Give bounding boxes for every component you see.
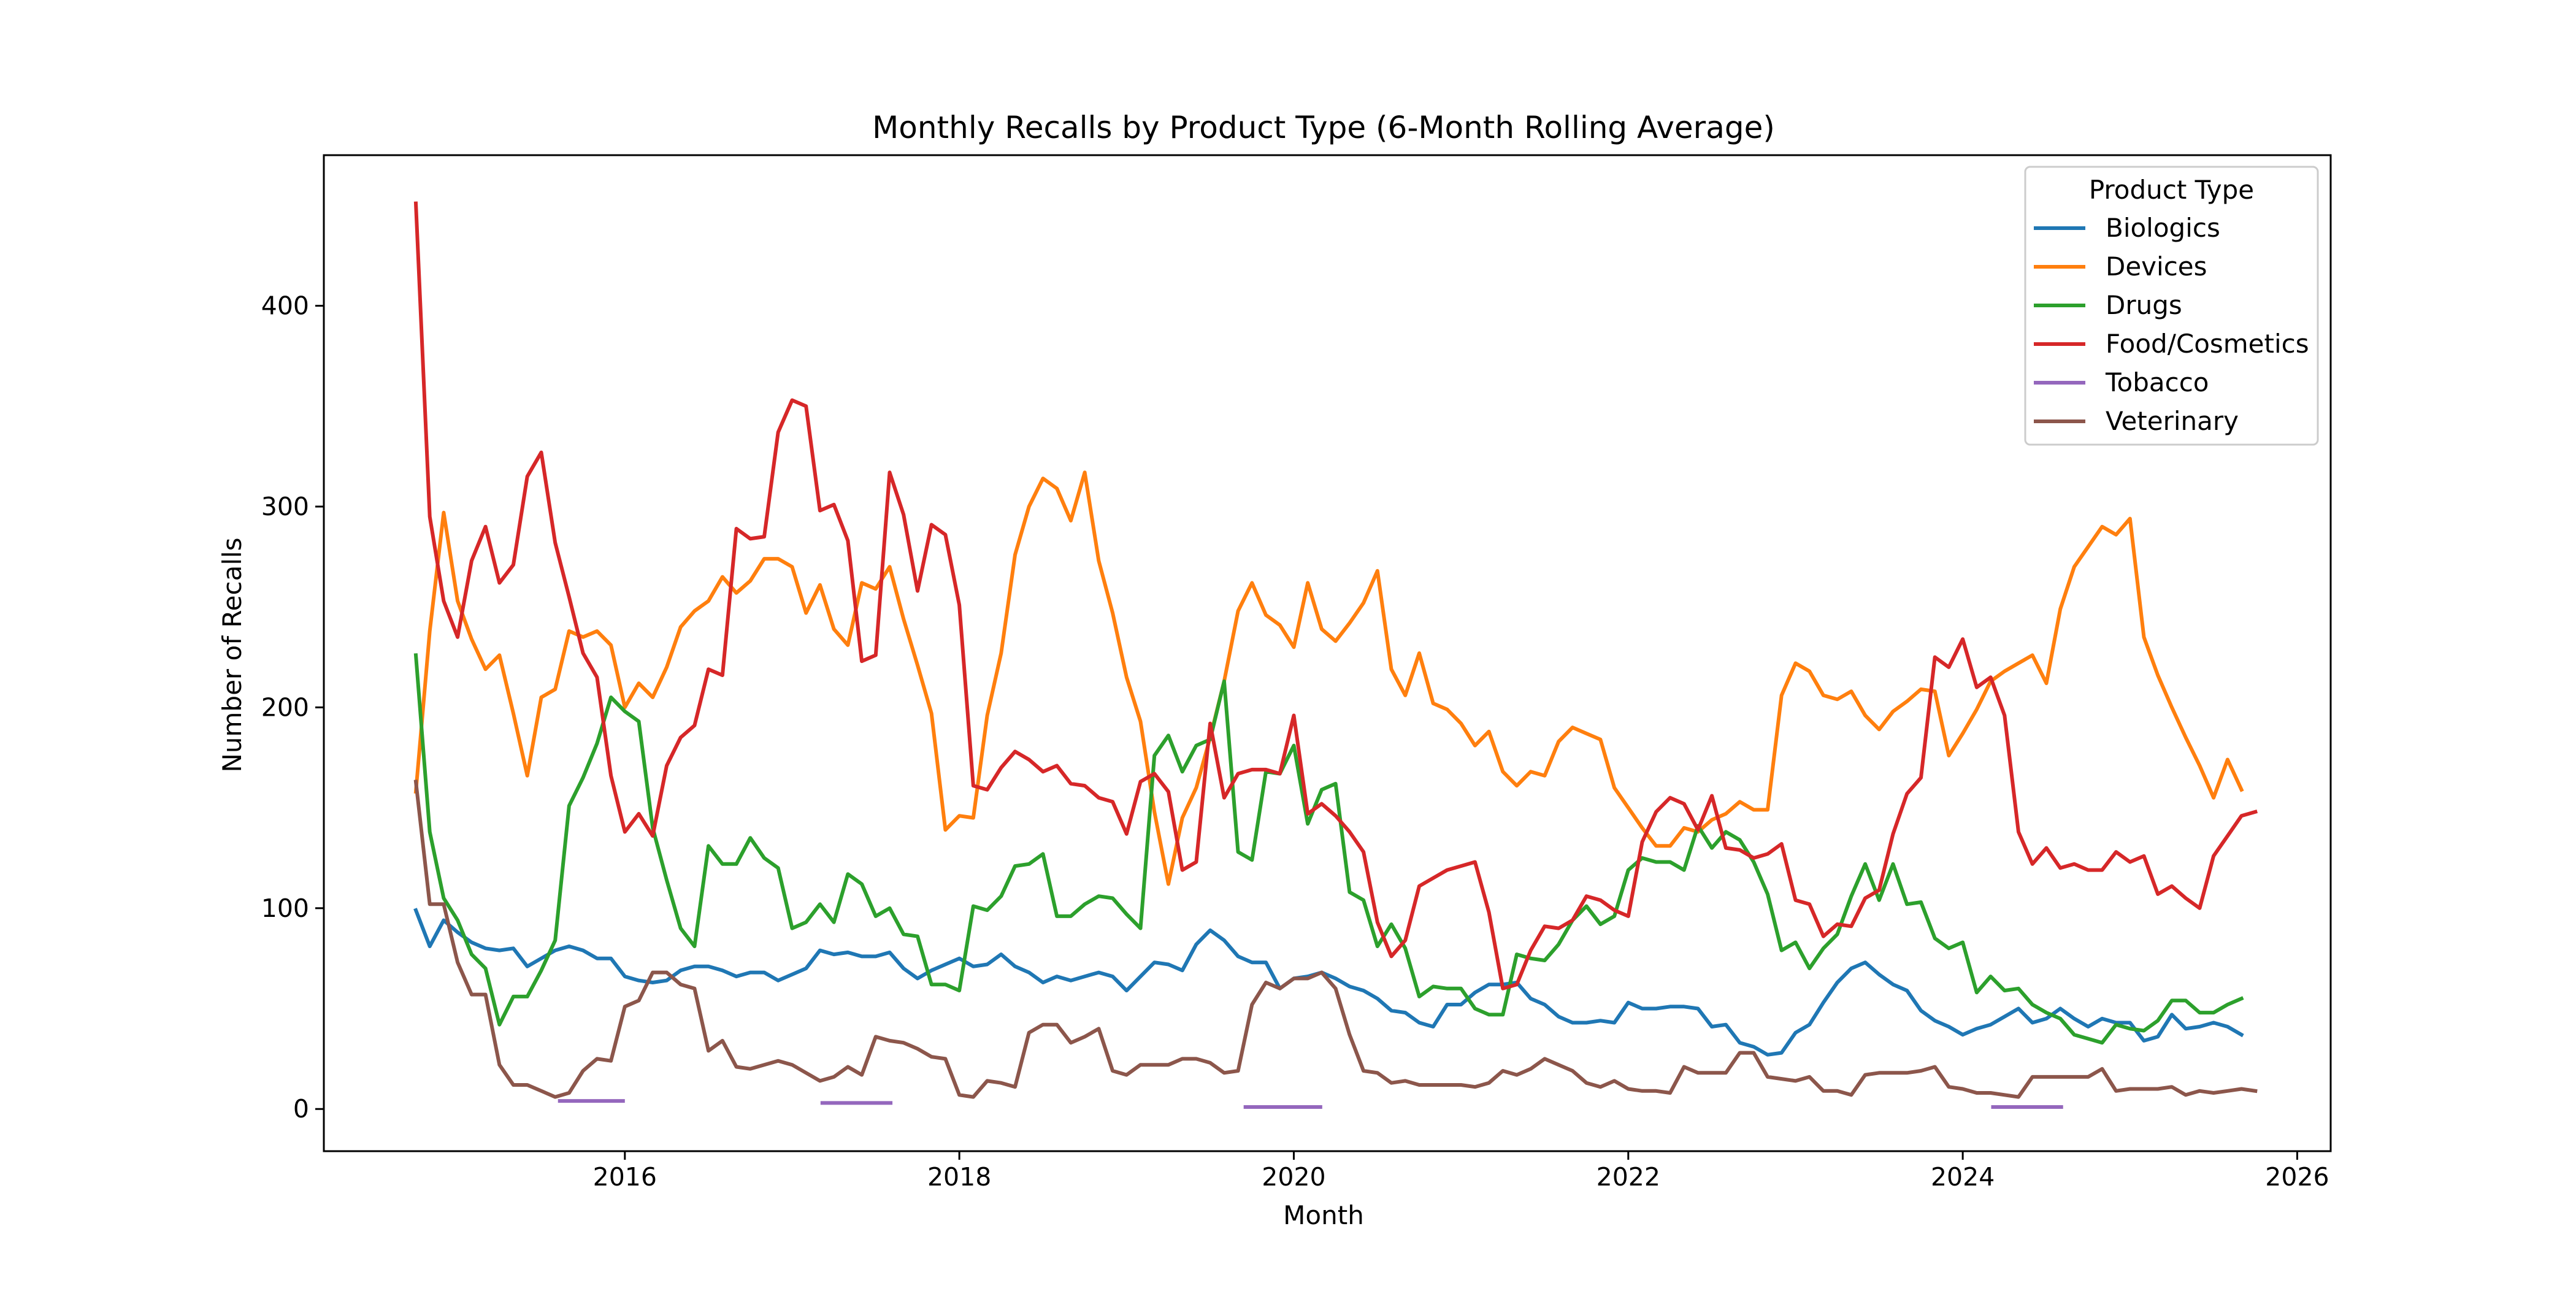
x-axis-label: Month: [1283, 1200, 1364, 1230]
x-tick-label: 2020: [1262, 1162, 1325, 1192]
series-line-devices: [413, 470, 2244, 886]
legend-label-drugs: Drugs: [2106, 290, 2182, 320]
series-line-biologics: [413, 908, 2244, 1057]
y-tick-label: 300: [261, 492, 309, 521]
legend-label-tobacco: Tobacco: [2105, 367, 2209, 397]
chart-title: Monthly Recalls by Product Type (6-Month…: [872, 110, 1775, 145]
legend-label-devices: Devices: [2106, 251, 2207, 282]
legend-box: [2024, 166, 2319, 446]
legend-label-veterinary: Veterinary: [2106, 406, 2239, 436]
y-tick-label: 100: [261, 894, 309, 923]
axes: 2016 2018 2020 2022 2024 2026 0 100 200 300 400: [261, 154, 2332, 1192]
x-tick-label: 2016: [593, 1162, 657, 1192]
x-tick-label: 2022: [1597, 1162, 1660, 1192]
legend-title: Product Type: [2089, 175, 2254, 205]
y-tick-label: 200: [261, 692, 309, 722]
legend-label-food-cosmetics: Food/Cosmetics: [2106, 329, 2309, 359]
y-tick-label: 0: [293, 1094, 309, 1124]
series-line-food-cosmetics: [413, 201, 2258, 990]
y-axis-label: Number of Recalls: [217, 537, 247, 772]
plot-area: [413, 201, 2258, 1109]
x-tick-label: 2024: [1931, 1162, 1995, 1192]
x-tick-label: 2026: [2265, 1162, 2329, 1192]
legend-label-biologics: Biologics: [2106, 213, 2220, 243]
series-line-drugs: [413, 653, 2244, 1045]
axes-frame: [323, 154, 2332, 1152]
series-line-veterinary: [413, 780, 2258, 1099]
x-tick-label: 2018: [927, 1162, 991, 1192]
legend: Product Type Biologics Devices Drugs Food/Co…: [2024, 166, 2319, 446]
y-tick-label: 400: [261, 291, 309, 321]
